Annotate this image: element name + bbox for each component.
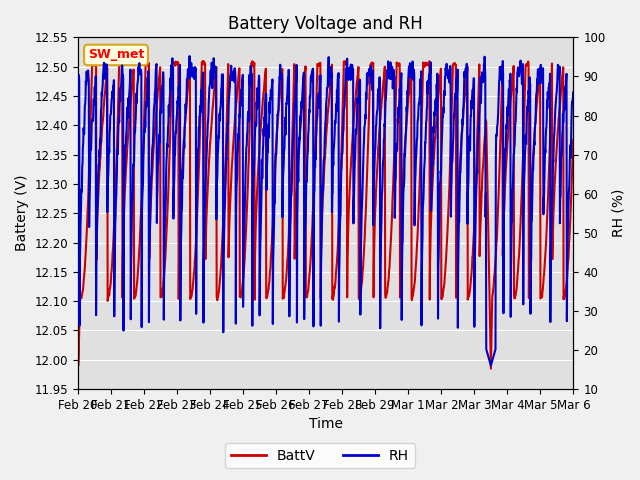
Title: Battery Voltage and RH: Battery Voltage and RH <box>228 15 423 33</box>
BattV <box>132 286 140 292</box>
Legend: BattV, RH: BattV, RH <box>225 443 415 468</box>
Y-axis label: RH (%): RH (%) <box>611 189 625 238</box>
BattV <box>200 58 207 64</box>
RH <box>570 89 577 95</box>
BattV <box>285 241 292 247</box>
RH <box>132 91 140 96</box>
BattV <box>74 87 82 93</box>
BattV <box>295 152 303 157</box>
BattV <box>113 166 120 171</box>
BattV <box>570 137 577 143</box>
Y-axis label: Battery (V): Battery (V) <box>15 175 29 252</box>
RH <box>74 79 82 85</box>
BattV <box>487 366 495 372</box>
Line: RH: RH <box>78 56 573 366</box>
X-axis label: Time: Time <box>308 418 342 432</box>
RH <box>303 151 311 157</box>
Line: BattV: BattV <box>78 61 573 369</box>
BattV <box>303 289 311 295</box>
Text: SW_met: SW_met <box>88 48 144 61</box>
RH <box>487 363 495 369</box>
RH <box>113 194 120 200</box>
RH <box>285 80 292 86</box>
BattV <box>356 291 364 297</box>
RH <box>295 157 303 163</box>
RH <box>186 53 193 59</box>
RH <box>356 77 364 83</box>
